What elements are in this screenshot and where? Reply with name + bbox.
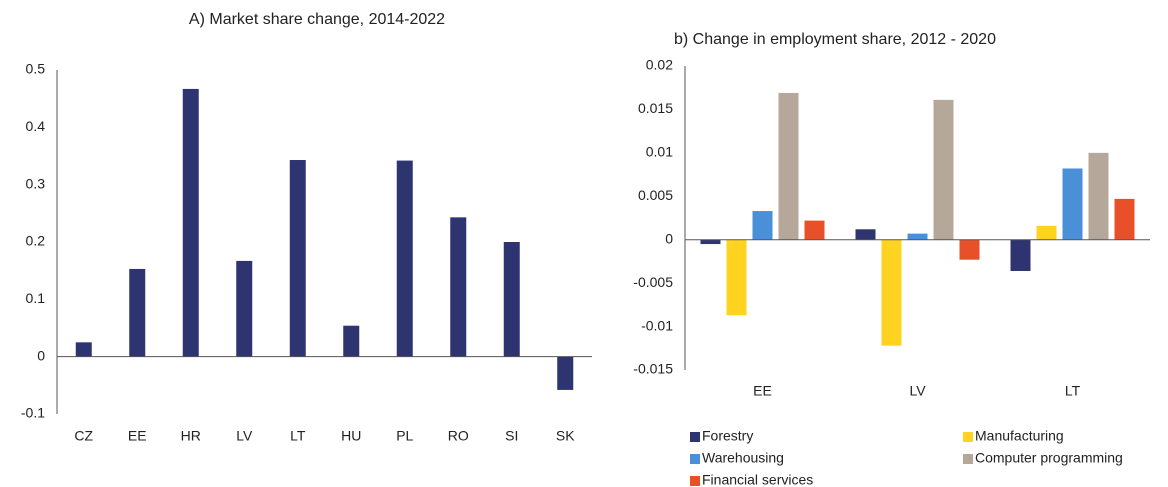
y-tick-label: 0.3 xyxy=(26,175,46,191)
legend-swatch xyxy=(963,432,973,442)
chart-title: b) Change in employment share, 2012 - 20… xyxy=(674,31,996,48)
chart-title: A) Market share change, 2014-2022 xyxy=(189,11,445,28)
x-tick-label: EE xyxy=(753,383,772,399)
bar xyxy=(236,260,253,357)
bar xyxy=(1062,168,1083,240)
y-tick-label: 0 xyxy=(37,347,45,363)
x-tick-label: PL xyxy=(396,428,413,444)
bar xyxy=(182,88,199,357)
x-tick-label: EE xyxy=(128,428,147,444)
bar xyxy=(933,99,954,240)
y-tick-label: -0.01 xyxy=(641,317,673,333)
bar xyxy=(778,92,799,240)
y-tick-label: 0.5 xyxy=(26,61,46,77)
x-tick-label: HR xyxy=(181,428,201,444)
bar xyxy=(1010,239,1031,271)
bar xyxy=(343,325,360,357)
x-tick-label: SI xyxy=(505,428,518,444)
x-tick-label: SK xyxy=(556,428,575,444)
bar xyxy=(450,217,467,357)
legend-label: Warehousing xyxy=(702,450,784,466)
x-tick-label: LV xyxy=(236,428,253,444)
bar xyxy=(752,211,773,240)
y-tick-label: 0.015 xyxy=(638,100,673,116)
x-tick-label: LV xyxy=(909,383,926,399)
legend-swatch xyxy=(690,454,700,464)
bar xyxy=(1036,225,1057,240)
legend-swatch xyxy=(690,476,700,486)
legend-label: Financial services xyxy=(702,472,813,487)
x-tick-label: LT xyxy=(290,428,306,444)
bar xyxy=(396,160,413,357)
bar xyxy=(881,239,902,346)
bar xyxy=(1088,152,1109,240)
y-tick-label: -0.015 xyxy=(633,361,673,377)
bar xyxy=(75,342,92,357)
y-tick-label: 0.02 xyxy=(646,57,673,73)
x-tick-label: HU xyxy=(341,428,361,444)
y-tick-label: -0.005 xyxy=(633,274,673,290)
y-tick-label: 0.1 xyxy=(26,290,46,306)
x-tick-label: CZ xyxy=(74,428,93,444)
y-tick-label: -0.1 xyxy=(21,405,45,421)
bar xyxy=(726,239,747,316)
x-tick-label: RO xyxy=(448,428,469,444)
legend-swatch xyxy=(690,432,700,442)
legend-label: Manufacturing xyxy=(975,428,1064,444)
bar xyxy=(557,356,574,390)
bar xyxy=(959,239,980,260)
bar xyxy=(503,242,520,357)
y-tick-label: 0.005 xyxy=(638,187,673,203)
legend-label: Forestry xyxy=(702,428,753,444)
bar xyxy=(804,220,825,240)
x-tick-label: LT xyxy=(1065,383,1081,399)
y-tick-label: 0.01 xyxy=(646,144,673,160)
bar xyxy=(289,160,306,357)
bar xyxy=(1114,198,1135,240)
y-tick-label: 0.2 xyxy=(26,233,46,249)
bar xyxy=(907,233,928,240)
bar xyxy=(855,229,876,240)
bar xyxy=(700,239,721,245)
y-tick-label: 0.4 xyxy=(26,118,46,134)
bar xyxy=(129,268,146,357)
legend-swatch xyxy=(963,454,973,464)
y-tick-label: 0 xyxy=(665,230,673,246)
legend-label: Computer programming xyxy=(975,450,1123,466)
